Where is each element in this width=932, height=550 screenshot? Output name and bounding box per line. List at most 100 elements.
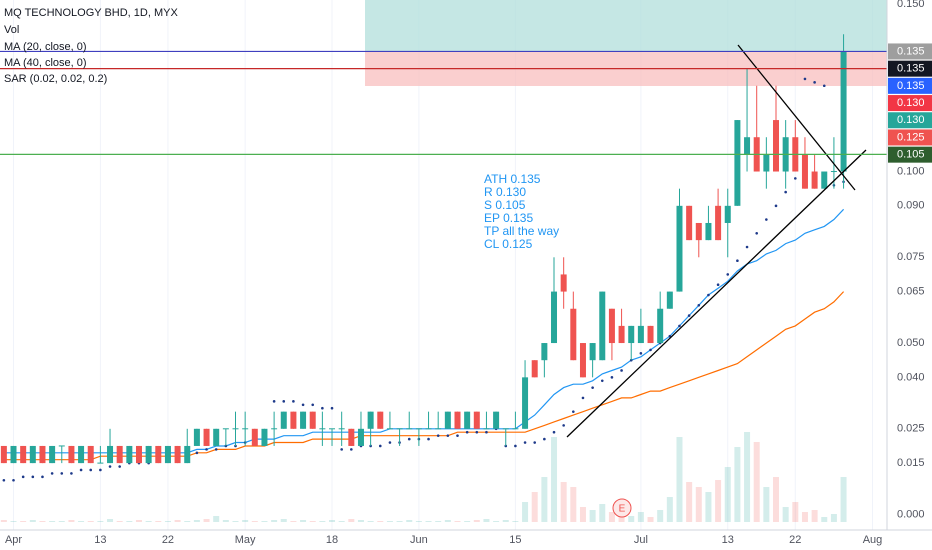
sar-dot: [427, 437, 430, 441]
candle-body: [454, 411, 461, 429]
sar-dot: [774, 204, 778, 208]
volume-bar: [493, 521, 500, 522]
candle-body: [502, 428, 509, 430]
sar-dot: [369, 444, 372, 448]
sar-dot: [301, 403, 305, 407]
sar-dot: [475, 430, 479, 434]
sar-dot: [350, 448, 353, 451]
volume-bar: [386, 521, 393, 522]
grid: [13, 0, 874, 530]
volume-bar: [570, 487, 577, 522]
volume-bar: [338, 521, 345, 522]
volume-bar: [551, 437, 558, 522]
candle-body: [599, 291, 606, 361]
y-tick-label: 0.040: [897, 371, 925, 383]
volume-bar: [579, 507, 586, 522]
sar-dot: [687, 314, 691, 317]
candle-body: [386, 428, 393, 430]
volume-bar: [357, 520, 364, 522]
annotation-line: TP all the way: [484, 224, 559, 238]
sar-dot: [697, 304, 701, 307]
y-tick-label: 0.000: [897, 508, 925, 520]
sar-dot: [272, 400, 276, 403]
volume-bar: [280, 519, 287, 522]
volume-bar: [647, 517, 654, 522]
sar-dot: [70, 472, 73, 475]
candle-body: [0, 445, 7, 464]
axes: 0.000 0.015 0.025 0.040 0.050 0.065 0.075 0.090…: [5, 0, 932, 546]
legend-entry: Vol: [4, 24, 19, 36]
candle-body: [213, 428, 220, 446]
sar-dot: [214, 448, 218, 451]
volume-bar: [58, 521, 65, 522]
candle-body: [357, 428, 364, 446]
annotation-line: S 0.105: [484, 198, 526, 212]
y-tick-label: 0.065: [897, 285, 925, 297]
volume-bar: [444, 520, 451, 522]
legend-entry: MA (20, close, 0): [4, 41, 87, 53]
volume-bar: [68, 520, 75, 522]
candle-body: [744, 137, 751, 155]
volume-bar: [724, 467, 731, 522]
sar-dot: [79, 468, 83, 472]
candle-body: [483, 428, 490, 430]
annotation-line: EP 0.135: [484, 211, 533, 225]
x-tick-label: 13: [722, 534, 734, 546]
sar-dot: [716, 283, 720, 287]
volume-bar: [637, 512, 644, 522]
volume-bar: [425, 521, 432, 522]
volume-bar: [628, 516, 635, 522]
sar-dot: [340, 448, 343, 451]
volume-bar: [618, 514, 625, 522]
volume-bar: [107, 519, 114, 522]
sar-dot: [31, 475, 35, 479]
candle-body: [58, 445, 65, 447]
x-tick-label: Aug: [863, 534, 883, 546]
candle-body: [830, 171, 837, 173]
candle-body: [232, 428, 239, 430]
candle-body: [68, 445, 75, 464]
sar-dot: [378, 444, 382, 448]
volume-bar: [29, 520, 36, 522]
sar-dot: [41, 475, 44, 479]
candle-body: [251, 428, 258, 446]
sar-dot: [581, 396, 585, 400]
ma-line: [3, 291, 845, 461]
candle-body: [135, 445, 142, 464]
candle-body: [338, 428, 345, 430]
y-tick-label: 0.015: [897, 457, 925, 469]
candle-body: [406, 428, 413, 430]
sar-dot: [321, 406, 324, 410]
sar-dot: [755, 231, 759, 235]
marker-label: E: [619, 504, 626, 515]
earnings-marker: E: [612, 498, 632, 518]
volume-bar: [454, 521, 461, 522]
candle-body: [493, 411, 500, 429]
volume-bar: [734, 447, 741, 522]
volume-bar: [319, 521, 326, 522]
y-tick-label: 0.025: [897, 423, 925, 435]
ma-line: [3, 208, 845, 454]
volume-bar: [261, 521, 268, 522]
sar-dot: [2, 478, 6, 482]
volume-bar: [78, 521, 85, 522]
sar-dot: [591, 386, 594, 389]
volume-bar: [97, 521, 104, 522]
price-tag: [888, 60, 932, 77]
price-tag-label: 0.125: [897, 131, 925, 143]
sar-dot: [21, 475, 25, 479]
candle-body: [560, 274, 567, 292]
candle-body: [435, 428, 442, 430]
candle-body: [628, 325, 635, 344]
candle-body: [20, 445, 27, 464]
candle-body: [695, 222, 702, 241]
volume-bar: [174, 520, 181, 522]
volume-bar: [213, 516, 220, 522]
sar-dot: [446, 434, 450, 437]
sar-dot: [803, 77, 807, 81]
marker-circle: [612, 498, 632, 518]
volume-bar: [773, 477, 780, 522]
volume-bar: [377, 521, 384, 522]
